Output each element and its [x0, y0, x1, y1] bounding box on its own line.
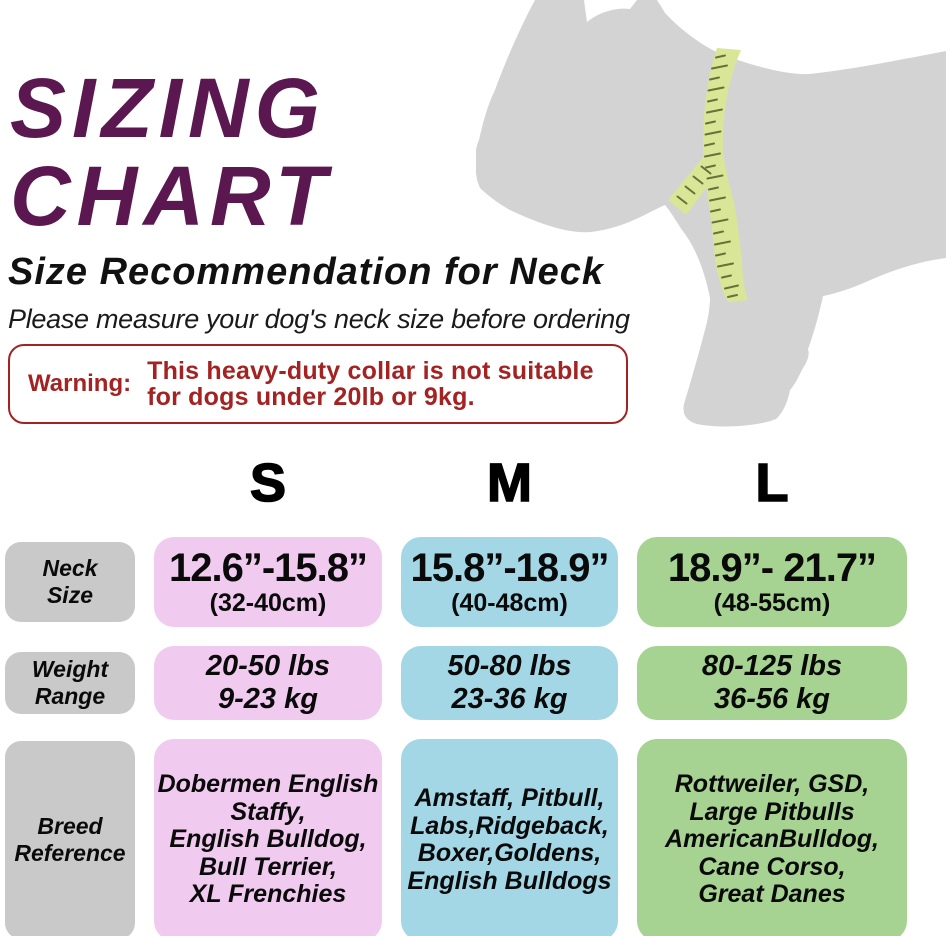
size-table: S M L Neck Size 12.6”-15.8” (32-40cm) 15… [5, 452, 907, 936]
weight-kg-s: 9-23 kg [218, 683, 318, 715]
neck-cm-m: (40-48cm) [451, 589, 568, 617]
neck-size-cell-s: 12.6”-15.8” (32-40cm) [154, 537, 382, 627]
breed-list-l: Rottweiler, GSD, Large Pitbulls American… [665, 770, 879, 909]
warning-box: Warning: This heavy-duty collar is not s… [8, 344, 628, 424]
weight-lbs-m: 50-80 lbs [447, 650, 572, 682]
breed-list-s: Dobermen English Staffy, English Bulldog… [157, 770, 379, 909]
weight-cell-l: 80-125 lbs 36-56 kg [637, 646, 907, 720]
row-label-breed-reference: Breed Reference [5, 741, 135, 936]
column-header-l: L [755, 452, 790, 514]
column-header-s: S [249, 452, 287, 514]
breed-cell-m: Amstaff, Pitbull, Labs,Ridgeback, Boxer,… [401, 739, 618, 936]
header-spacer [5, 452, 135, 518]
row-label-neck-size: Neck Size [5, 542, 135, 622]
page-title: SIZING CHART [10, 61, 333, 243]
neck-inches-l: 18.9”- 21.7” [667, 546, 877, 590]
column-header-m: M [486, 452, 533, 514]
weight-kg-m: 23-36 kg [451, 683, 568, 715]
neck-cm-s: (32-40cm) [209, 589, 327, 617]
breed-list-m: Amstaff, Pitbull, Labs,Ridgeback, Boxer,… [407, 784, 612, 895]
neck-size-cell-l: 18.9”- 21.7” (48-55cm) [637, 537, 907, 627]
neck-size-cell-m: 15.8”-18.9” (40-48cm) [401, 537, 618, 627]
row-label-weight-range: Weight Range [5, 652, 135, 714]
weight-cell-s: 20-50 lbs 9-23 kg [154, 646, 382, 720]
dog-silhouette-graphic [476, 0, 946, 427]
neck-inches-m: 15.8”-18.9” [410, 546, 609, 590]
warning-label: Warning: [28, 370, 132, 397]
measure-note: Please measure your dog's neck size befo… [8, 304, 630, 334]
weight-cell-m: 50-80 lbs 23-36 kg [401, 646, 618, 720]
neck-inches-s: 12.6”-15.8” [168, 546, 368, 590]
breed-cell-s: Dobermen English Staffy, English Bulldog… [154, 739, 382, 936]
breed-cell-l: Rottweiler, GSD, Large Pitbulls American… [637, 739, 907, 936]
warning-message: This heavy-duty collar is not suitable f… [147, 356, 594, 411]
tape-tick-marks [676, 54, 739, 298]
neck-cm-l: (48-55cm) [713, 589, 831, 617]
weight-lbs-s: 20-50 lbs [205, 650, 331, 682]
weight-lbs-l: 80-125 lbs [701, 650, 843, 682]
page-subtitle: Size Recommendation for Neck [8, 251, 605, 293]
measuring-tape [668, 48, 748, 302]
weight-kg-l: 36-56 kg [713, 683, 831, 715]
